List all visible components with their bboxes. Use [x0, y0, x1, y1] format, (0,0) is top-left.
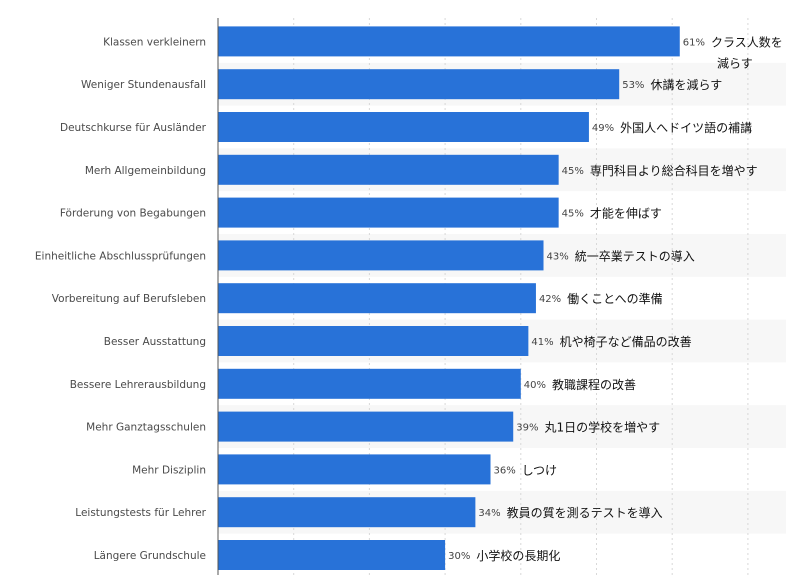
value-label: 53%: [622, 80, 644, 91]
bar: [218, 411, 514, 442]
category-label: Förderung von Begabungen: [60, 208, 206, 220]
value-label: 41%: [531, 337, 553, 348]
bar: [218, 154, 559, 185]
category-label: Mehr Disziplin: [132, 464, 206, 476]
bar: [218, 69, 620, 100]
category-label: Vorbereitung auf Berufsleben: [52, 293, 206, 305]
annotation: 丸1日の学校を増やす: [544, 420, 660, 435]
bar: [218, 197, 559, 228]
annotation: しつけ: [522, 463, 557, 477]
annotation: 外国人へドイツ語の補講: [620, 120, 752, 135]
value-label: 34%: [478, 508, 500, 519]
annotation: 小学校の長期化: [476, 548, 560, 563]
annotation: 教職課程の改善: [552, 377, 636, 392]
japanese-annotations: クラス人数を減らす休講を減らす外国人へドイツ語の補講専門科目より総合科目を増やす…: [476, 34, 782, 563]
category-label: Besser Ausstattung: [104, 336, 206, 348]
bar: [218, 112, 589, 142]
annotation: 専門科目より総合科目を増やす: [590, 163, 758, 178]
annotation: 休講を減らす: [650, 77, 722, 92]
category-label: Einheitliche Abschlussprüfungen: [35, 250, 206, 262]
bar: [218, 540, 446, 570]
bar: [218, 240, 544, 271]
value-label: 49%: [592, 123, 614, 134]
bar: [218, 497, 476, 528]
value-label: 43%: [547, 251, 569, 262]
annotation: 教員の質を測るテストを導入: [507, 505, 663, 520]
value-label: 42%: [539, 294, 561, 305]
category-label: Längere Grundschule: [94, 550, 206, 562]
category-label: Merh Allgemeinbildung: [85, 165, 206, 177]
category-label: Weniger Stundenausfall: [81, 79, 206, 91]
annotation: 働くことへの準備: [567, 291, 662, 306]
bar: [218, 326, 529, 356]
annotation: クラス人数を: [711, 34, 783, 49]
value-label: 39%: [516, 423, 538, 434]
category-labels: Klassen verkleinern Weniger Stundenausfal…: [35, 36, 207, 562]
value-label: 61%: [683, 37, 705, 48]
annotation: 才能を伸ばす: [590, 207, 662, 221]
bar: [218, 368, 521, 399]
value-label: 45%: [562, 166, 584, 177]
value-label: 30%: [448, 551, 470, 562]
bar: [218, 454, 491, 485]
annotation: 統一卒業テストの導入: [575, 249, 695, 263]
annotation: 減らす: [717, 55, 753, 70]
bar: [218, 26, 680, 57]
category-label: Bessere Lehrerausbildung: [70, 379, 206, 391]
value-labels: 61% 53% 49% 45% 45% 43% 42% 41% 40% 39% 36% 34% 30%: [448, 37, 705, 562]
category-label: Mehr Ganztagsschulen: [86, 422, 206, 434]
category-label: Deutschkurse für Ausländer: [60, 122, 207, 134]
value-label: 36%: [494, 465, 516, 476]
bar: [218, 283, 536, 314]
category-label: Klassen verkleinern: [103, 36, 206, 48]
category-label: Leistungstests für Lehrer: [75, 507, 206, 519]
value-label: 45%: [562, 209, 584, 220]
annotation: 机や椅子など備品の改善: [560, 334, 692, 349]
value-label: 40%: [524, 380, 546, 391]
bars: [218, 26, 680, 570]
